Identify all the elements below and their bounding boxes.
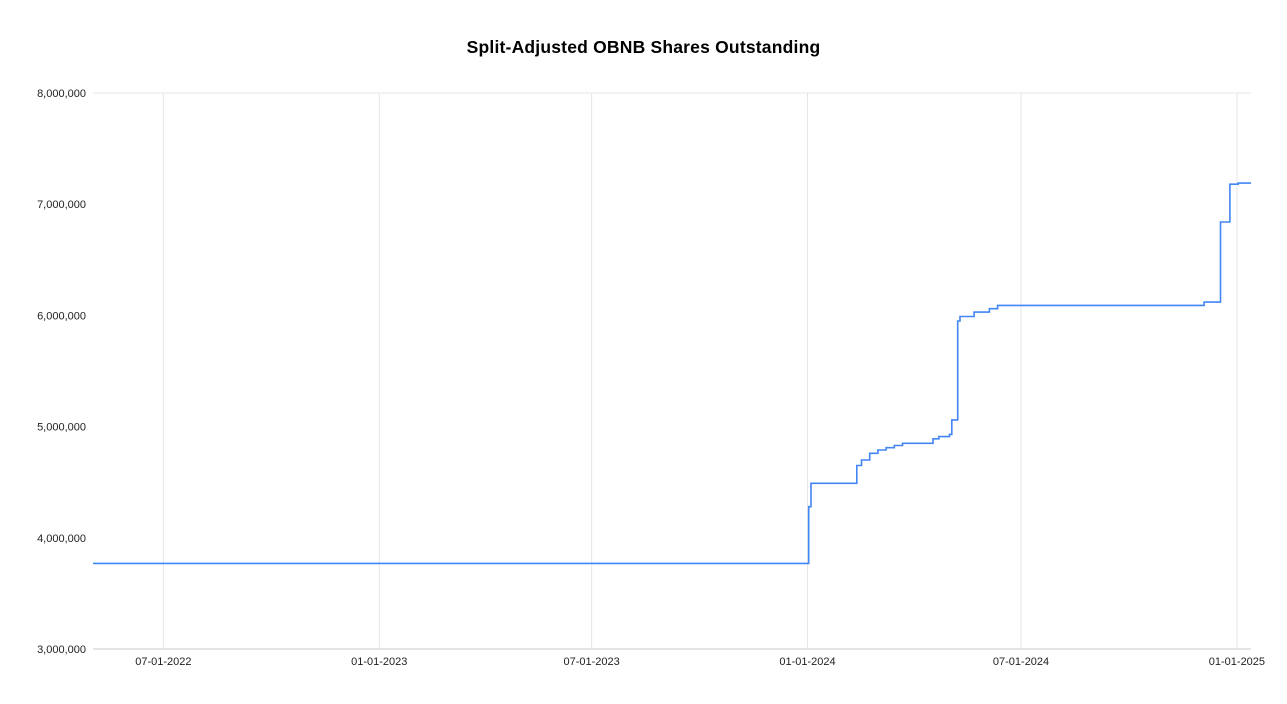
y-tick-label: 6,000,000	[37, 310, 86, 322]
x-tick-label: 07-01-2023	[563, 656, 619, 668]
y-tick-label: 3,000,000	[37, 644, 86, 656]
x-tick-label: 07-01-2024	[993, 656, 1049, 668]
x-tick-label: 01-01-2024	[779, 656, 835, 668]
y-tick-label: 5,000,000	[37, 422, 86, 434]
x-tick-label: 01-01-2023	[351, 656, 407, 668]
series-line	[93, 182, 1251, 565]
y-tick-label: 4,000,000	[37, 533, 86, 545]
x-tick-label: 07-01-2022	[135, 656, 191, 668]
y-tick-label: 7,000,000	[37, 199, 86, 211]
y-tick-label: 8,000,000	[37, 88, 86, 100]
x-tick-label: 01-01-2025	[1209, 656, 1265, 668]
chart-title: Split-Adjusted OBNB Shares Outstanding	[466, 37, 821, 57]
